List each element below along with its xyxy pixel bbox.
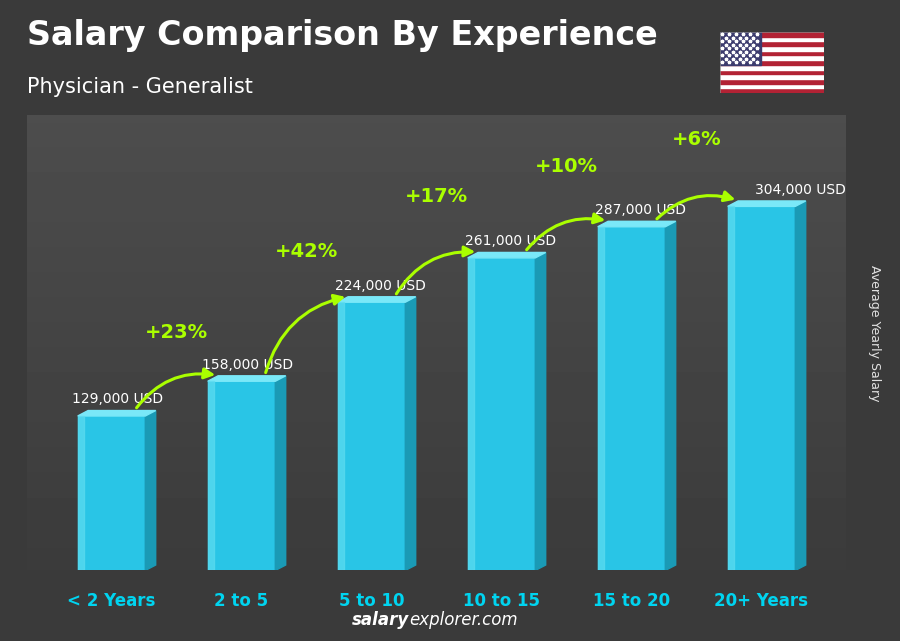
Polygon shape: [598, 227, 605, 570]
Bar: [720, 56, 824, 60]
Bar: [720, 46, 824, 51]
Text: +23%: +23%: [145, 322, 208, 342]
Text: 224,000 USD: 224,000 USD: [335, 279, 426, 293]
Polygon shape: [338, 297, 416, 302]
Text: +42%: +42%: [274, 242, 338, 262]
Bar: [720, 32, 824, 37]
Text: 20+ Years: 20+ Years: [715, 592, 808, 610]
Bar: [720, 60, 824, 65]
Bar: [720, 65, 824, 69]
Text: < 2 Years: < 2 Years: [68, 592, 156, 610]
Polygon shape: [728, 206, 734, 570]
Text: +17%: +17%: [405, 187, 468, 206]
Text: explorer.com: explorer.com: [410, 612, 518, 629]
Polygon shape: [598, 227, 665, 570]
Text: 287,000 USD: 287,000 USD: [595, 203, 686, 217]
Text: 261,000 USD: 261,000 USD: [465, 235, 556, 248]
Polygon shape: [208, 381, 214, 570]
Text: Average Yearly Salary: Average Yearly Salary: [868, 265, 881, 401]
Polygon shape: [338, 302, 345, 570]
Polygon shape: [468, 258, 474, 570]
Polygon shape: [77, 416, 85, 570]
Bar: [720, 37, 824, 42]
Polygon shape: [338, 302, 405, 570]
Polygon shape: [77, 416, 145, 570]
Bar: [720, 88, 824, 93]
Text: salary: salary: [352, 612, 410, 629]
Bar: [720, 32, 761, 65]
Bar: [720, 42, 824, 46]
Polygon shape: [728, 201, 806, 206]
Polygon shape: [728, 206, 796, 570]
Polygon shape: [77, 410, 156, 416]
Text: +10%: +10%: [535, 158, 598, 176]
Bar: [720, 83, 824, 88]
Text: 10 to 15: 10 to 15: [463, 592, 540, 610]
Polygon shape: [208, 376, 285, 381]
Text: Physician - Generalist: Physician - Generalist: [27, 77, 253, 97]
Polygon shape: [468, 253, 545, 258]
Bar: [720, 51, 824, 56]
Text: 2 to 5: 2 to 5: [214, 592, 268, 610]
Bar: [720, 74, 824, 79]
Bar: [720, 69, 824, 74]
Text: 304,000 USD: 304,000 USD: [755, 183, 846, 197]
Polygon shape: [536, 253, 545, 570]
Polygon shape: [405, 297, 416, 570]
Bar: [720, 79, 824, 83]
Polygon shape: [275, 376, 285, 570]
Text: 129,000 USD: 129,000 USD: [73, 392, 164, 406]
Text: 5 to 10: 5 to 10: [338, 592, 404, 610]
Polygon shape: [145, 410, 156, 570]
Text: 15 to 20: 15 to 20: [593, 592, 670, 610]
Text: 158,000 USD: 158,000 USD: [202, 358, 293, 372]
Text: +6%: +6%: [671, 130, 721, 149]
Polygon shape: [208, 381, 275, 570]
Polygon shape: [598, 221, 676, 227]
Polygon shape: [468, 258, 536, 570]
Polygon shape: [665, 221, 676, 570]
Text: Salary Comparison By Experience: Salary Comparison By Experience: [27, 19, 658, 52]
Polygon shape: [796, 201, 806, 570]
